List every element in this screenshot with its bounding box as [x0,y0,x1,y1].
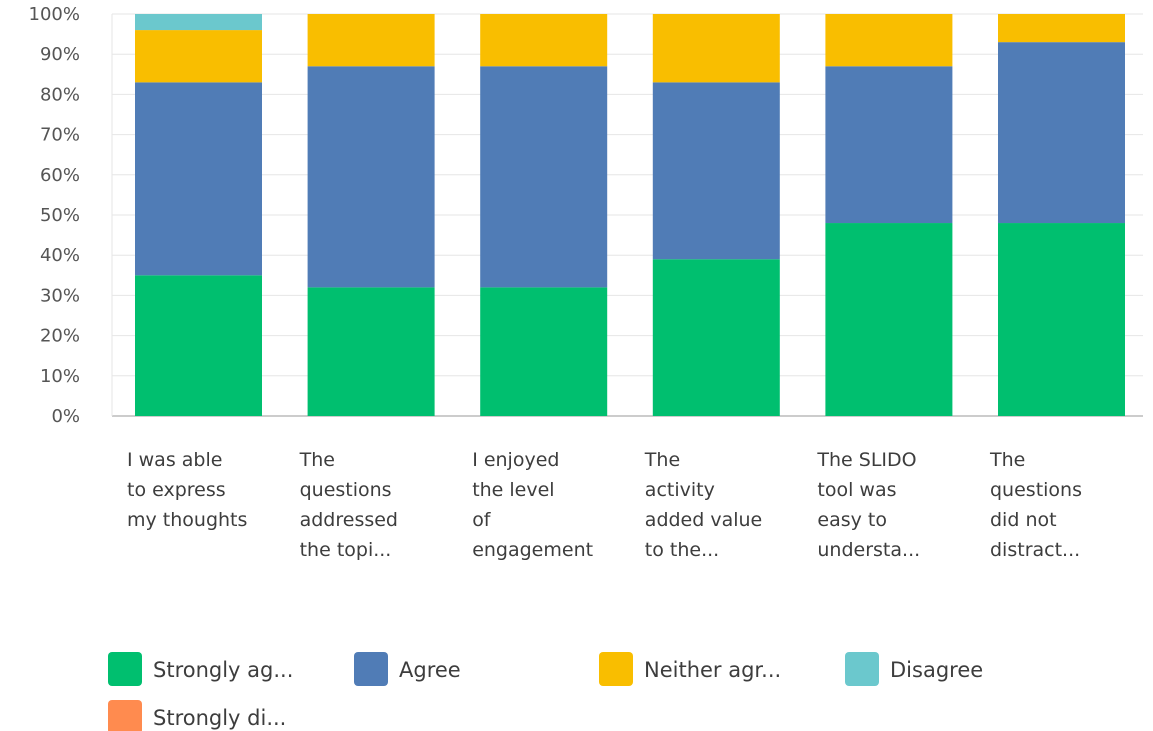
legend-swatch [108,652,142,686]
bar-segment [135,82,262,276]
y-tick-label: 20% [40,326,80,347]
legend-swatch [599,652,633,686]
x-category-label: I was able to express my thoughts [127,449,247,531]
bar-segment [825,223,953,416]
x-category-label: I enjoyed the level of engagement [472,449,593,561]
legend-label: Disagree [890,658,983,682]
y-tick-label: 0% [51,406,80,427]
bar-segment [652,14,780,83]
legend-label: Neither agr... [644,658,781,682]
bar-segment [135,30,262,83]
bar-segment [307,287,435,416]
legend-label: Agree [399,658,461,682]
y-tick-label: 90% [40,44,80,65]
legend-swatch [845,652,879,686]
bar-segment [307,66,435,288]
x-category-label: The activity added value to the... [644,449,762,561]
bar-segment [652,259,780,416]
bars [135,14,1125,416]
bar-segment [825,66,953,224]
y-tick-label: 60% [40,165,80,186]
bar-segment [135,275,262,416]
x-category-label: The SLIDO tool was easy to understa... [816,449,920,561]
y-tick-label: 80% [40,84,80,105]
y-tick-label: 100% [29,4,80,25]
y-tick-label: 40% [40,245,80,266]
x-axis-category-labels: I was able to express my thoughts The questi… [127,449,1082,561]
x-category-label: The questions addressed the topi... [299,449,398,561]
x-category-label: The questions did not distract... [989,449,1082,561]
bar-segment [652,82,780,260]
y-tick-label: 30% [40,285,80,306]
bar-segment [135,14,262,31]
legend-label: Strongly ag... [153,658,293,682]
bar-segment [480,14,608,67]
bar-segment [307,14,435,67]
y-tick-label: 10% [40,366,80,387]
y-axis-tick-labels: 0% 10% 20% 30% 40% 50% 60% 70% 80% 90% 100% [29,4,80,427]
y-tick-label: 50% [40,205,80,226]
legend-swatch [108,700,142,731]
bar-segment [998,42,1125,224]
bar-segment [480,66,608,288]
bar-segment [998,14,1125,43]
bar-segment [825,14,953,67]
y-tick-label: 70% [40,125,80,146]
bar-segment [480,287,608,416]
legend-swatch [354,652,388,686]
gridlines [111,13,1143,417]
legend: Strongly ag... Agree Neither agr... Disagre… [108,652,983,731]
bar-segment [998,223,1125,416]
legend-label: Strongly di... [153,706,286,730]
